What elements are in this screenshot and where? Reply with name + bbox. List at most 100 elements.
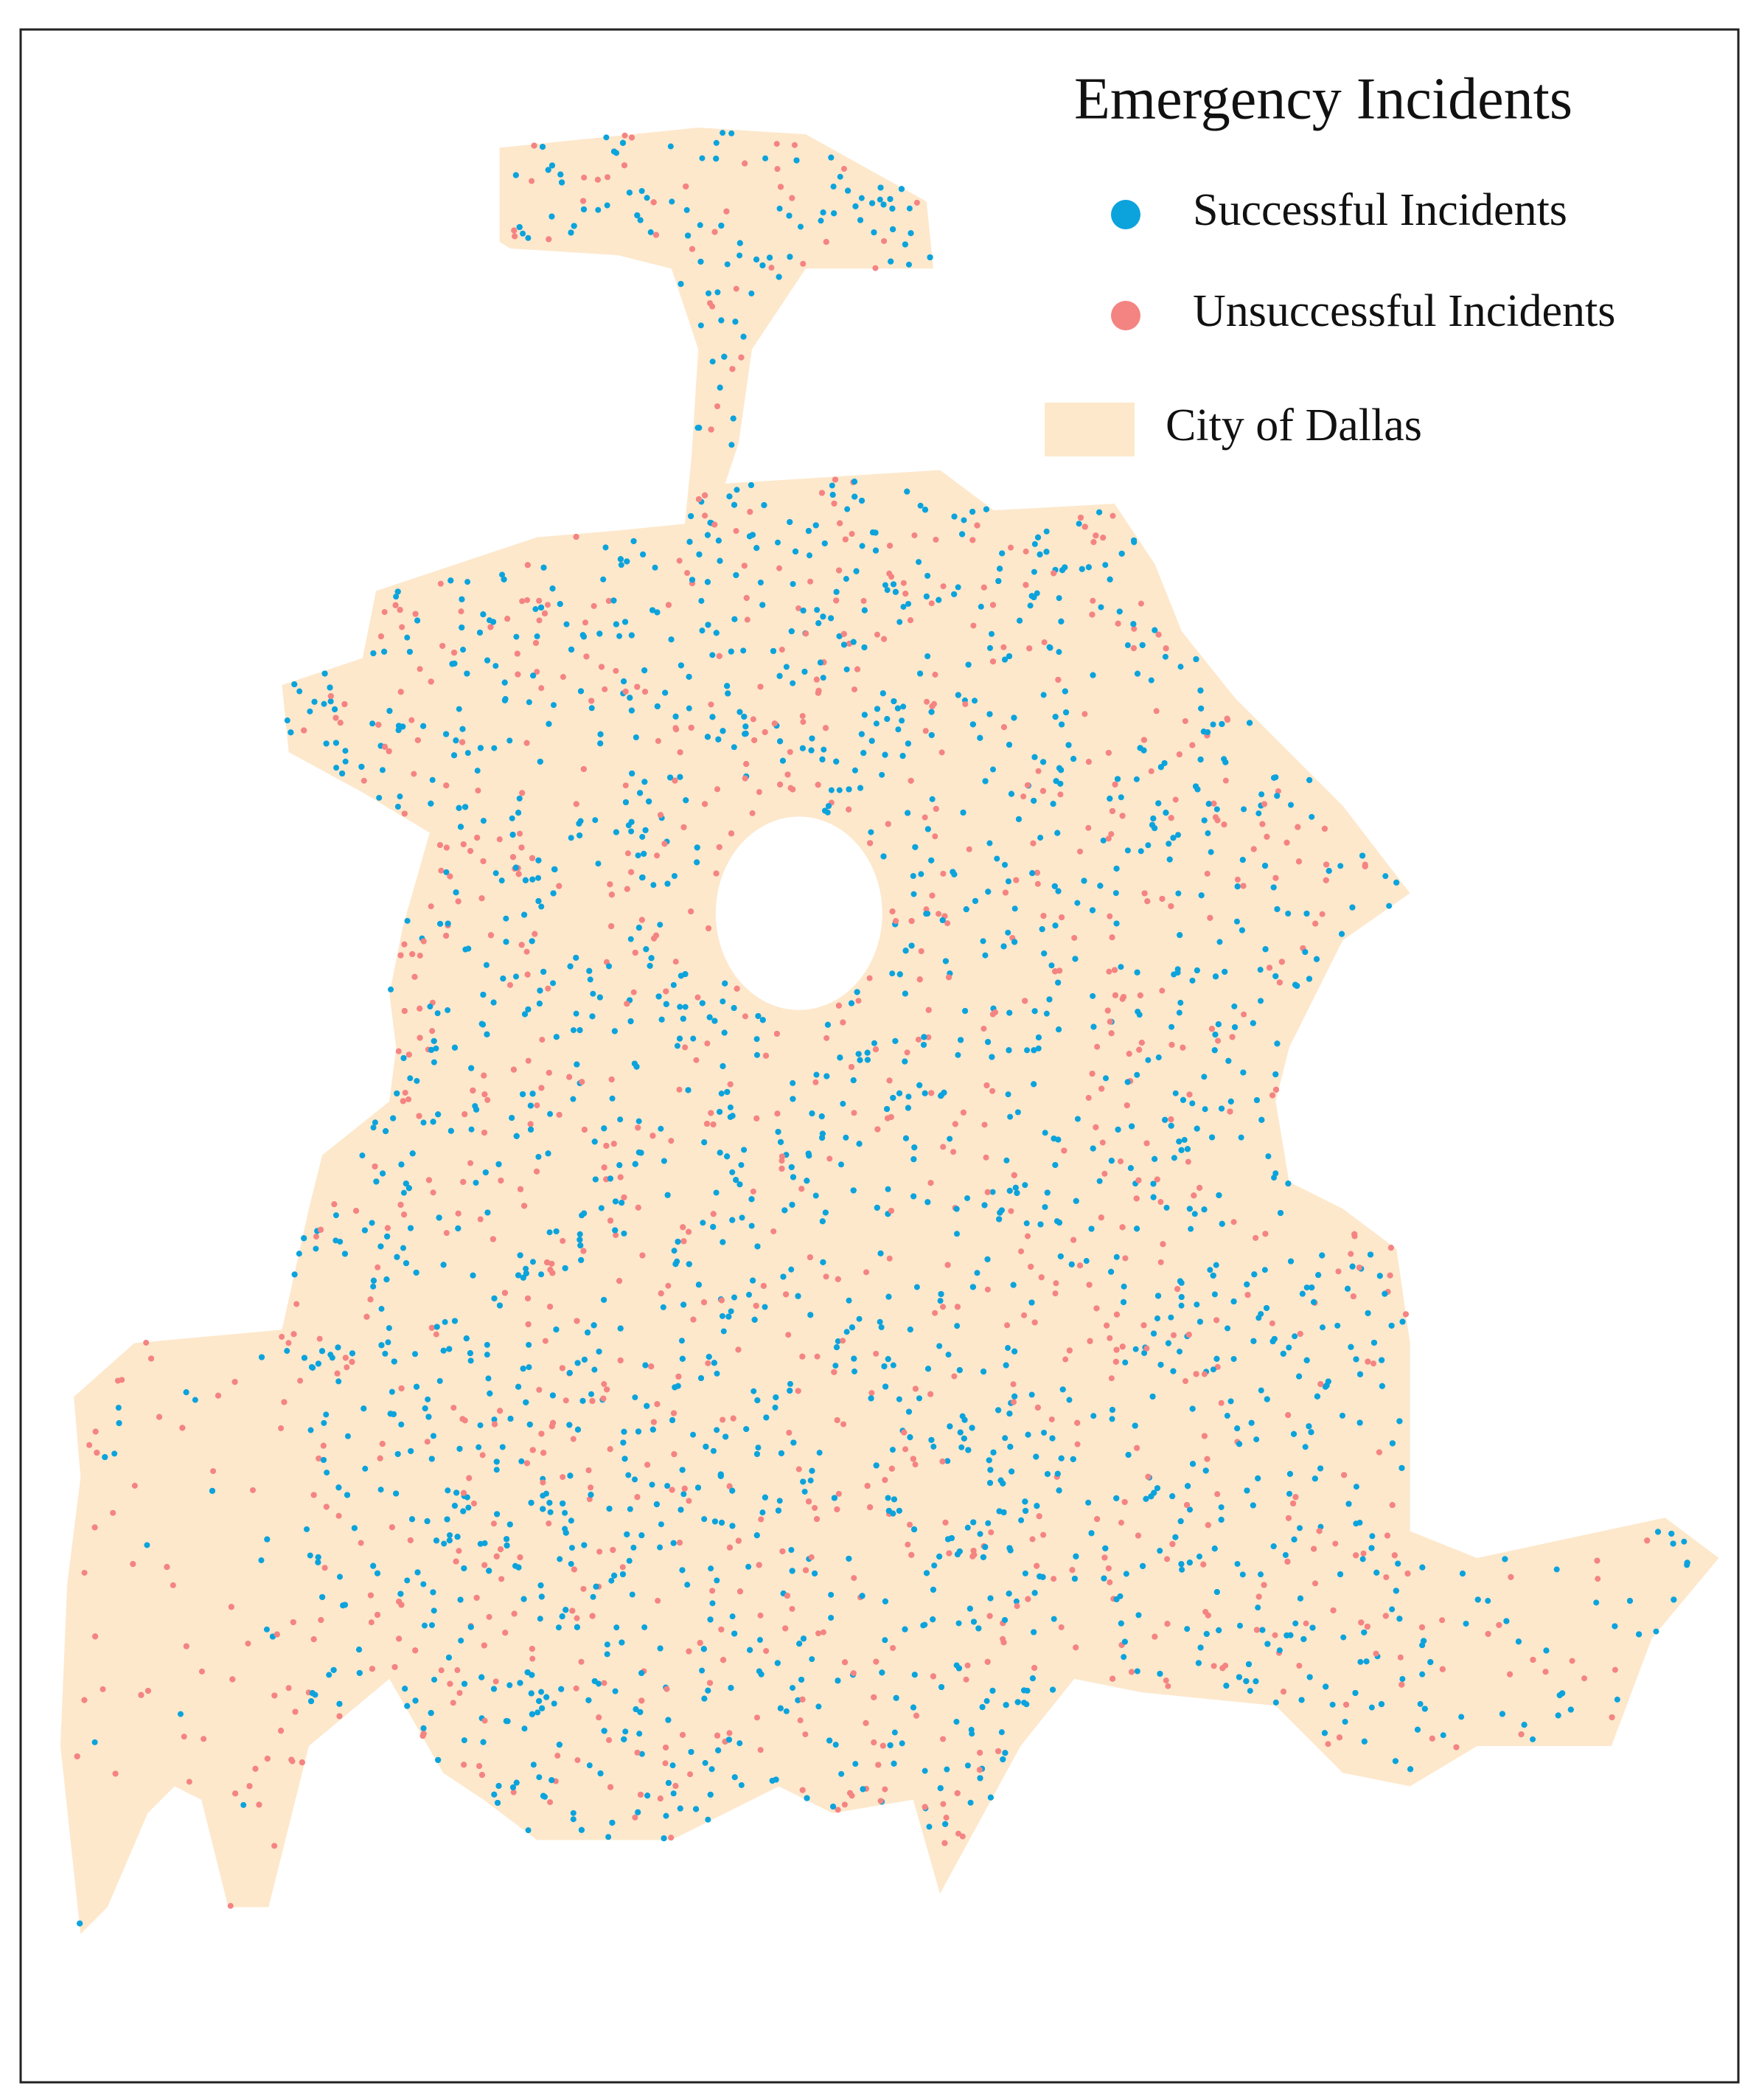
incident-dot (816, 1450, 823, 1456)
incident-dot (1027, 602, 1034, 609)
incident-dot (709, 652, 716, 658)
incident-dot (832, 1742, 839, 1748)
incident-dot (775, 539, 781, 546)
incident-dot (1213, 1262, 1219, 1268)
incident-dot (421, 1622, 428, 1629)
incident-dot (746, 1291, 753, 1298)
incident-dot (1389, 1606, 1396, 1613)
incident-dot (613, 1624, 620, 1631)
incident-dot (388, 986, 394, 992)
incident-dot (1191, 1211, 1198, 1217)
incident-dot (1370, 1360, 1377, 1367)
incident-dot (984, 1286, 991, 1293)
incident-dot (586, 1496, 593, 1503)
incident-dot (953, 1231, 961, 1237)
incident-dot (1085, 1094, 1092, 1101)
incident-dot (492, 870, 499, 877)
incident-dot (1118, 964, 1124, 970)
incident-dot (464, 579, 471, 585)
incident-dot (652, 564, 658, 571)
incident-dot (626, 1557, 633, 1564)
incident-dot (404, 1577, 411, 1584)
incident-dot (877, 196, 883, 203)
incident-dot (1024, 1233, 1031, 1240)
incident-dot (933, 536, 939, 543)
incident-dot (1058, 1624, 1065, 1630)
incident-dot (628, 828, 635, 835)
incident-dot (840, 1338, 846, 1344)
incident-dot (1258, 998, 1264, 1004)
incident-dot (936, 1343, 943, 1349)
incident-dot (370, 1283, 377, 1290)
incident-dot (1101, 1170, 1108, 1177)
incident-dot (433, 1045, 439, 1051)
incident-dot (1121, 1283, 1127, 1290)
incident-dot (836, 787, 843, 793)
incident-dot (170, 1582, 176, 1588)
incident-dot (1337, 863, 1344, 869)
incident-dot (900, 580, 907, 586)
incident-dot (337, 1574, 344, 1580)
incident-dot (1138, 600, 1144, 607)
incident-dot (669, 198, 675, 205)
incident-dot (1230, 1355, 1237, 1363)
incident-dot (885, 1186, 891, 1192)
incident-dot (454, 1667, 461, 1674)
incident-dot (1014, 1109, 1021, 1116)
incident-dot (1178, 1302, 1185, 1309)
incident-dot (484, 1341, 490, 1348)
incident-dot (770, 1228, 777, 1234)
incident-dot (1241, 806, 1247, 813)
incident-dot (506, 1682, 513, 1689)
incident-dot (601, 1381, 607, 1388)
incident-dot (81, 1569, 88, 1576)
incident-dot (1205, 830, 1211, 837)
incident-dot (1218, 1504, 1225, 1511)
incident-dot (728, 442, 735, 448)
incident-dot (518, 1458, 525, 1464)
incident-dot (606, 963, 613, 970)
incident-dot (699, 627, 706, 634)
incident-dot (557, 1556, 563, 1562)
incident-dot (714, 289, 721, 296)
incident-dot (480, 818, 487, 824)
incident-dot (812, 1079, 819, 1085)
incident-dot (1288, 802, 1295, 808)
incident-dot (377, 1487, 384, 1493)
incident-dot (1181, 1136, 1188, 1143)
incident-dot (395, 1048, 402, 1054)
incident-dot (1043, 528, 1050, 535)
incident-dot (940, 1736, 947, 1742)
incident-dot (693, 1057, 700, 1063)
incident-dot (1595, 1576, 1601, 1582)
incident-dot (881, 237, 888, 244)
incident-dot (475, 788, 481, 794)
incident-dot (493, 1467, 500, 1473)
incident-dot (705, 1816, 711, 1823)
incident-dot (1074, 900, 1081, 906)
incident-dot (554, 1753, 561, 1759)
incident-dot (324, 1470, 330, 1476)
incident-dot (131, 1482, 138, 1489)
incident-dot (1056, 595, 1062, 602)
incident-dot (400, 1189, 407, 1196)
incident-dot (964, 1195, 971, 1201)
incident-dot (443, 1230, 450, 1237)
incident-dot (1303, 1620, 1309, 1627)
incident-dot (791, 142, 798, 148)
incident-dot (546, 1520, 552, 1527)
incident-dot (1099, 1139, 1106, 1146)
incident-dot (969, 1731, 975, 1737)
incident-dot (668, 1138, 675, 1144)
incident-dot (788, 1547, 795, 1554)
incident-dot (650, 882, 657, 889)
incident-dot (762, 155, 769, 161)
incident-dot (542, 1338, 548, 1344)
incident-dot (411, 771, 417, 777)
incident-dot (802, 1731, 809, 1738)
incident-dot (820, 1629, 826, 1635)
incident-dot (443, 869, 450, 875)
incident-dot (1368, 1704, 1375, 1711)
incident-dot (1373, 1650, 1379, 1657)
incident-dot (1118, 794, 1124, 801)
